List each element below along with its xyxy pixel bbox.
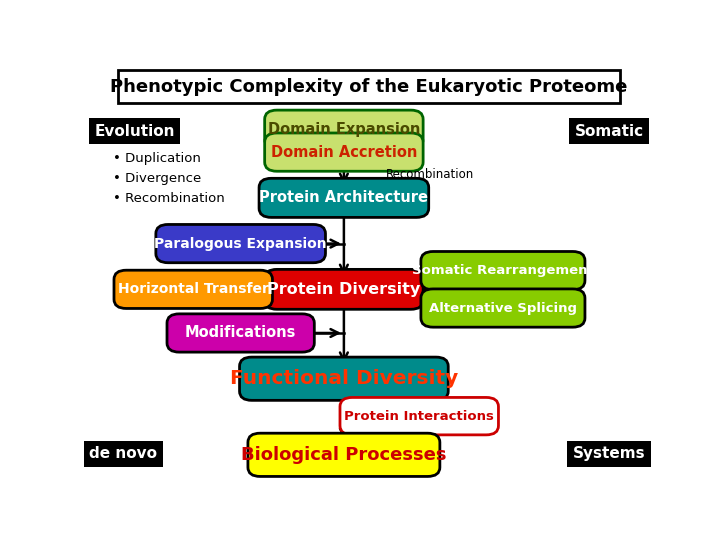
Text: • Divergence: • Divergence [114, 172, 202, 185]
FancyBboxPatch shape [248, 433, 440, 476]
Text: Paralogous Expansion: Paralogous Expansion [154, 237, 327, 251]
Text: Horizontal Transfer: Horizontal Transfer [118, 282, 269, 296]
FancyBboxPatch shape [167, 314, 315, 352]
Text: Alternative Splicing: Alternative Splicing [429, 301, 577, 314]
Text: Evolution: Evolution [94, 124, 175, 139]
Text: Domain Accretion: Domain Accretion [271, 145, 417, 160]
FancyBboxPatch shape [421, 289, 585, 327]
Text: Protein Interactions: Protein Interactions [344, 410, 494, 423]
Text: Protein Diversity: Protein Diversity [267, 282, 420, 297]
FancyBboxPatch shape [118, 70, 620, 104]
Text: Biological Processes: Biological Processes [241, 446, 446, 464]
Text: Domain Expansion: Domain Expansion [268, 122, 420, 137]
Text: Systems: Systems [572, 446, 645, 461]
FancyBboxPatch shape [421, 252, 585, 290]
Text: Functional Diversity: Functional Diversity [230, 369, 458, 388]
Text: Somatic: Somatic [575, 124, 644, 139]
Text: Phenotypic Complexity of the Eukaryotic Proteome: Phenotypic Complexity of the Eukaryotic … [110, 78, 628, 96]
FancyBboxPatch shape [265, 133, 423, 171]
FancyBboxPatch shape [265, 110, 423, 148]
Text: de novo: de novo [89, 446, 158, 461]
Text: Modifications: Modifications [185, 326, 297, 341]
Text: Recombination: Recombination [386, 168, 474, 181]
Text: • Duplication: • Duplication [114, 152, 202, 165]
FancyBboxPatch shape [265, 269, 423, 309]
Text: Somatic Rearrangement: Somatic Rearrangement [412, 264, 594, 277]
Text: • Recombination: • Recombination [114, 192, 225, 205]
FancyBboxPatch shape [156, 225, 325, 263]
Text: Protein Architecture: Protein Architecture [259, 191, 428, 205]
FancyBboxPatch shape [340, 397, 498, 435]
FancyBboxPatch shape [259, 178, 428, 218]
FancyBboxPatch shape [114, 270, 272, 308]
FancyBboxPatch shape [240, 357, 449, 400]
